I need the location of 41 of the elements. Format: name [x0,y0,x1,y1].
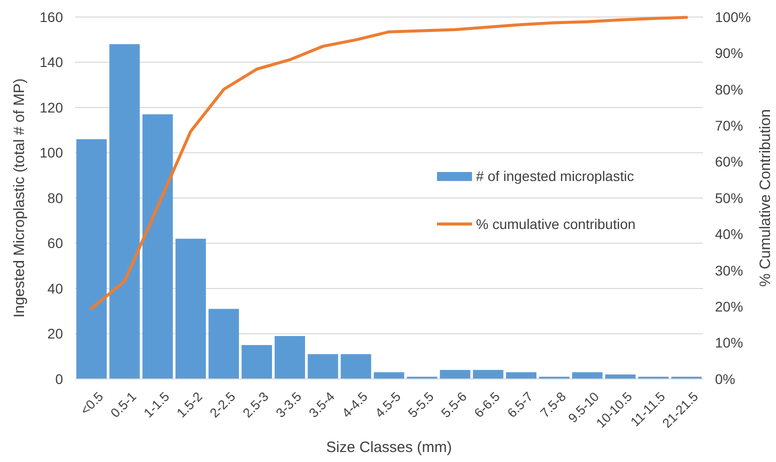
legend-label: % cumulative contribution [476,216,636,232]
bar [274,336,306,379]
y-tick-label: 100 [40,144,64,161]
bar [76,139,107,379]
bar [440,370,470,379]
x-tick-label: <0.5 [77,388,106,418]
y2-tick-label: 0% [715,370,736,387]
bar [109,44,140,379]
y2-tick-label: 30% [715,262,744,278]
y2-axis-title: % Cumulative Contribution [757,109,774,287]
bar [472,370,504,379]
bar [175,238,206,379]
bar [340,354,372,379]
line-series [90,16,688,310]
y-tick-label: 120 [40,99,64,116]
y2-tick-label: 60% [715,154,744,170]
y2-tick-label: 40% [715,226,744,242]
bar [242,345,272,379]
y-tick-label: 160 [40,8,64,25]
y2-tick-label: 20% [715,298,744,314]
y2-tick-label: 80% [715,81,744,98]
legend-label: # of ingested microplastic [476,168,634,184]
y2-tick-label: 100% [715,8,751,25]
y-tick-label: 80 [47,190,64,206]
bar [374,372,404,379]
y2-tick-label: 90% [715,45,744,62]
y-tick-label: 0 [55,370,64,387]
y-tick-label: 40 [47,280,64,296]
bar [572,372,603,379]
y2-tick-label: 50% [715,190,744,206]
y-tick-label: 140 [40,54,64,70]
y2-tick-label: 70% [715,118,744,134]
bar [308,354,338,379]
x-axis-title: Size Classes (mm) [326,439,452,456]
y-axis-title: Ingested Microplastic (total # of MP) [11,78,28,318]
y-tick-label: 20 [47,326,64,342]
y-tick-label: 60 [47,235,64,252]
bar [208,308,239,379]
bar [142,114,173,379]
bar [506,372,536,379]
y2-tick-label: 10% [715,334,744,351]
